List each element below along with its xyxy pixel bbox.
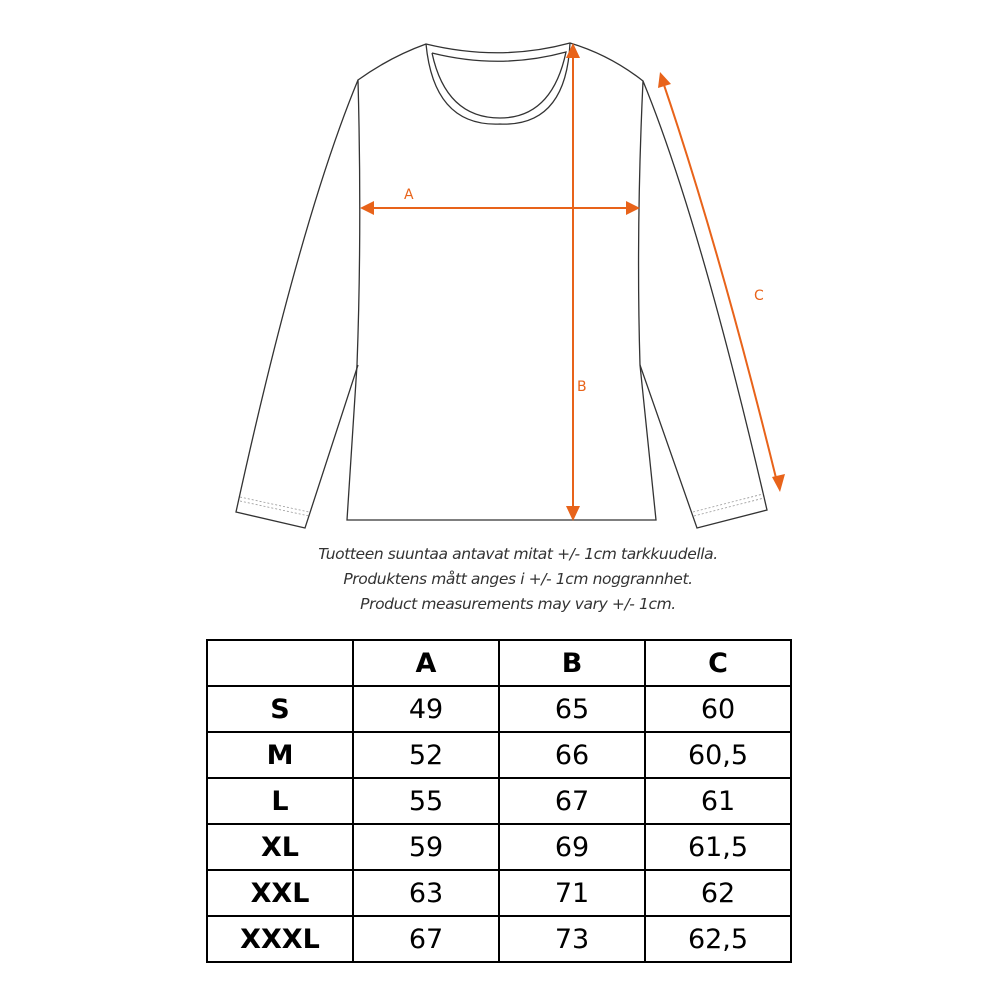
value-cell: 69 bbox=[498, 823, 646, 871]
arrow-c bbox=[662, 81, 778, 483]
caption-finnish: Tuotteen suuntaa antavat mitat +/- 1cm t… bbox=[318, 545, 718, 563]
value-cell: 60,5 bbox=[644, 731, 792, 779]
size-cell: XXXL bbox=[206, 915, 354, 963]
table-row: L 55 67 61 bbox=[206, 777, 792, 825]
value-cell: 61,5 bbox=[644, 823, 792, 871]
size-cell: L bbox=[206, 777, 354, 825]
value-cell: 63 bbox=[352, 869, 500, 917]
arrow-a-head-right bbox=[626, 201, 640, 215]
table-row: M 52 66 60,5 bbox=[206, 731, 792, 779]
size-table: A B C S 49 65 60 M 52 66 60,5 L 55 67 61… bbox=[206, 639, 792, 963]
measurement-arrows bbox=[360, 43, 785, 521]
table-row: S 49 65 60 bbox=[206, 685, 792, 733]
value-cell: 71 bbox=[498, 869, 646, 917]
value-cell: 65 bbox=[498, 685, 646, 733]
value-cell: 67 bbox=[498, 777, 646, 825]
arrow-c-head-top bbox=[658, 72, 671, 88]
value-cell: 62,5 bbox=[644, 915, 792, 963]
label-c: C bbox=[754, 288, 764, 304]
size-cell: XL bbox=[206, 823, 354, 871]
caption-english: Product measurements may vary +/- 1cm. bbox=[360, 595, 676, 613]
caption-swedish: Produktens mått anges i +/- 1cm noggrann… bbox=[343, 570, 693, 588]
size-cell: M bbox=[206, 731, 354, 779]
arrow-b-head-bottom bbox=[566, 506, 580, 521]
value-cell: 73 bbox=[498, 915, 646, 963]
shirt-outline bbox=[235, 42, 768, 529]
value-cell: 67 bbox=[352, 915, 500, 963]
header-cell: B bbox=[498, 639, 646, 687]
table-row: XXL 63 71 62 bbox=[206, 869, 792, 917]
arrow-c-head-bottom bbox=[772, 474, 785, 492]
header-cell: A bbox=[352, 639, 500, 687]
value-cell: 59 bbox=[352, 823, 500, 871]
value-cell: 66 bbox=[498, 731, 646, 779]
shirt-diagram: A B C bbox=[235, 42, 785, 529]
label-a: A bbox=[404, 187, 414, 203]
value-cell: 49 bbox=[352, 685, 500, 733]
header-cell bbox=[206, 639, 354, 687]
value-cell: 62 bbox=[644, 869, 792, 917]
arrow-a-head-left bbox=[360, 201, 374, 215]
label-b: B bbox=[577, 379, 587, 395]
header-cell: C bbox=[644, 639, 792, 687]
size-cell: XXL bbox=[206, 869, 354, 917]
value-cell: 60 bbox=[644, 685, 792, 733]
value-cell: 55 bbox=[352, 777, 500, 825]
table-header-row: A B C bbox=[206, 639, 792, 687]
value-cell: 61 bbox=[644, 777, 792, 825]
size-cell: S bbox=[206, 685, 354, 733]
table-row: XL 59 69 61,5 bbox=[206, 823, 792, 871]
arrow-b-head-top bbox=[566, 43, 580, 58]
value-cell: 52 bbox=[352, 731, 500, 779]
table-row: XXXL 67 73 62,5 bbox=[206, 915, 792, 963]
